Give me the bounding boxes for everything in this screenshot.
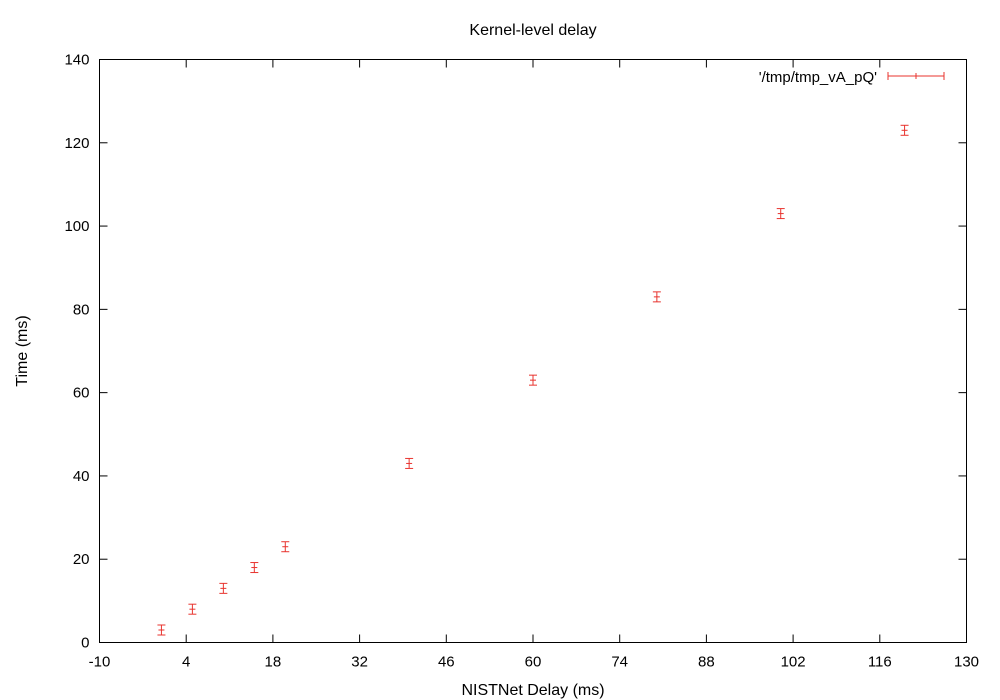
legend: '/tmp/tmp_vA_pQ' [759, 69, 945, 86]
x-tick-label: 102 [781, 654, 806, 671]
x-tick-label: -10 [89, 654, 111, 671]
legend-sample [887, 72, 945, 80]
x-axis: -10 4 18 32 46 60 74 88 102 116 130 [89, 59, 979, 671]
data-point [529, 374, 537, 386]
data-point [405, 457, 414, 469]
data-point [157, 624, 166, 636]
x-tick-label: 32 [351, 654, 368, 671]
y-tick-label: 120 [64, 135, 89, 152]
data-point [250, 562, 259, 574]
data-point [652, 291, 661, 303]
x-tick-label: 46 [438, 654, 455, 671]
y-tick-label: 40 [73, 468, 90, 485]
data-point [281, 541, 290, 553]
x-tick-label: 88 [698, 654, 715, 671]
x-tick-label: 60 [525, 654, 542, 671]
data-point [188, 603, 197, 615]
y-tick-label: 80 [73, 301, 90, 318]
x-tick-label: 74 [611, 654, 628, 671]
legend-label: '/tmp/tmp_vA_pQ' [759, 69, 877, 86]
chart-title: Kernel-level delay [469, 22, 596, 39]
y-tick-label: 20 [73, 551, 90, 568]
data-points [157, 124, 909, 636]
x-tick-label: 18 [265, 654, 282, 671]
x-tick-label: 116 [868, 654, 892, 671]
x-tick-label: 130 [954, 654, 979, 671]
y-tick-label: 0 [81, 635, 89, 652]
y-tick-label: 140 [64, 52, 89, 69]
plot-frame [99, 59, 967, 643]
x-axis-title: NISTNet Delay (ms) [461, 682, 604, 699]
y-tick-label: 100 [64, 218, 89, 235]
x-tick-label: 4 [182, 654, 190, 671]
y-tick-label: 60 [73, 385, 90, 402]
y-axis: 0 20 40 60 80 100 120 140 [64, 52, 967, 652]
data-point [776, 208, 785, 220]
data-point [900, 124, 909, 136]
y-axis-title: Time (ms) [14, 315, 31, 386]
data-point [219, 582, 228, 594]
